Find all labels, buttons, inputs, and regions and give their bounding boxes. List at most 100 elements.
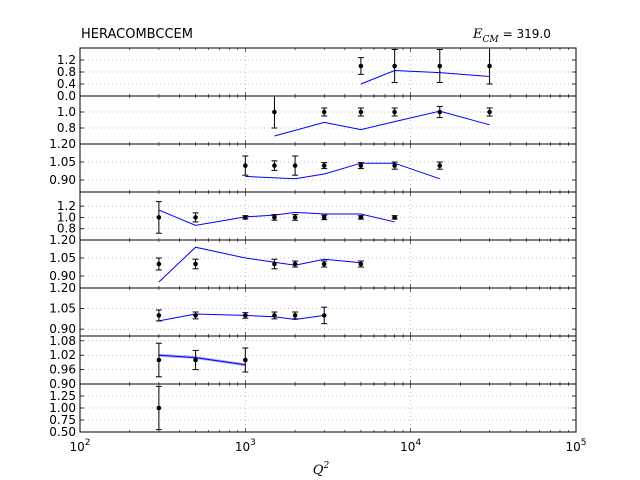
- data-point: [487, 63, 492, 69]
- y-tick-label: 0.90: [49, 377, 76, 391]
- panel-data: [155, 201, 398, 234]
- x-axis-label: Q2: [313, 461, 330, 478]
- theory-line: [245, 162, 440, 180]
- y-tick-label: 1.0: [57, 105, 76, 119]
- data-point: [321, 109, 327, 115]
- panel-4: 0.81.01.2: [57, 191, 577, 241]
- panel-frame: [79, 143, 577, 193]
- panel-frame: [79, 287, 577, 337]
- data-point: [321, 215, 327, 220]
- data-point: [292, 215, 298, 220]
- data-point: [243, 163, 248, 168]
- y-tick-label: 1.2: [57, 199, 76, 213]
- data-point: [392, 163, 397, 168]
- data-point: [156, 357, 162, 363]
- y-tick-label: 0.75: [49, 413, 76, 427]
- data-point: [392, 215, 397, 220]
- data-point: [156, 261, 162, 267]
- y-tick-label: 0.4: [57, 77, 76, 91]
- y-tick-label: 0.8: [57, 65, 76, 79]
- y-tick-label: 1.05: [49, 251, 76, 265]
- y-tick-label: 1.05: [49, 302, 76, 316]
- y-tick-label: 1.02: [49, 348, 76, 362]
- panel-data: [155, 342, 249, 378]
- panel-3: 0.90 1.05 1.20: [49, 137, 577, 193]
- x-tick-label: 104: [400, 438, 421, 454]
- y-tick-label: 0.50: [49, 425, 76, 439]
- theory-line: [274, 110, 490, 137]
- panel-frame: [79, 239, 577, 289]
- data-point: [358, 63, 364, 69]
- data-point: [193, 261, 198, 267]
- data-point: [272, 163, 277, 168]
- panel-data: [242, 155, 443, 180]
- data-point: [292, 163, 298, 168]
- y-tick-label: 1.0: [57, 210, 76, 224]
- y-tick-label: 0.8: [57, 222, 76, 236]
- y-tick-label: 0.96: [49, 363, 76, 377]
- data-point: [156, 405, 162, 411]
- panel-6: 0.90 1.05 1.20: [49, 281, 577, 337]
- data-point: [193, 215, 198, 220]
- x-tick-base: 10: [69, 440, 84, 454]
- x-tick-label: 102: [69, 438, 90, 454]
- x-tick-exponent: 2: [85, 438, 91, 448]
- data-point: [437, 109, 443, 115]
- panel-frame: [79, 95, 577, 145]
- y-tick-label: 0.8: [57, 121, 76, 135]
- data-point: [193, 357, 198, 363]
- panel-frame: [79, 335, 577, 385]
- panel-2: 0.81.0: [57, 95, 577, 145]
- x-tick-base: 10: [400, 440, 415, 454]
- data-point: [321, 313, 327, 318]
- y-tick-label: 0.90: [49, 322, 76, 336]
- x-tick-exponent: 4: [415, 438, 421, 448]
- data-point: [243, 357, 248, 363]
- data-point: [321, 163, 327, 168]
- panel-1: 0.00.40.81.2: [57, 47, 577, 103]
- chart-title: HERACOMBCCEM: [81, 27, 193, 42]
- theory-line: [158, 209, 395, 226]
- panel-data: [155, 385, 162, 431]
- data-point: [272, 215, 277, 220]
- data-point: [487, 109, 492, 115]
- data-point: [292, 261, 298, 267]
- x-tick-exponent: 3: [250, 438, 256, 448]
- panel-8: 0.500.751.001.25: [49, 383, 577, 439]
- panel-frame: [79, 191, 577, 241]
- panel-data: [155, 306, 328, 325]
- data-point: [292, 313, 298, 318]
- data-point: [321, 261, 327, 267]
- data-point: [272, 109, 277, 115]
- x-tick-exponent: 5: [581, 438, 587, 448]
- y-tick-label: 0.90: [49, 173, 76, 187]
- x-tick-label: 105: [565, 438, 586, 454]
- y-tick-label: 1.08: [49, 334, 76, 348]
- data-point: [243, 215, 248, 220]
- theory-line: [158, 246, 361, 283]
- panel-frame: [79, 383, 577, 433]
- y-tick-label: 1.2: [57, 53, 76, 67]
- data-point: [358, 261, 364, 267]
- data-point: [392, 109, 397, 115]
- data-point: [243, 313, 248, 318]
- panel-data: [357, 48, 493, 85]
- y-tick-label: 1.20: [49, 233, 76, 247]
- panel-data: [155, 246, 364, 283]
- theory-line: [158, 313, 325, 322]
- data-point: [272, 261, 277, 267]
- y-tick-label: 0.90: [49, 269, 76, 283]
- theory-line: [360, 69, 490, 85]
- data-point: [358, 109, 364, 115]
- data-point: [358, 215, 364, 220]
- y-tick-label: 1.20: [49, 137, 76, 151]
- data-point: [437, 63, 443, 69]
- x-tick-label: 103: [235, 438, 256, 454]
- data-point: [358, 163, 364, 168]
- x-tick-base: 10: [235, 440, 250, 454]
- y-tick-label: 1.20: [49, 281, 76, 295]
- data-point: [156, 313, 162, 318]
- data-point: [272, 313, 277, 318]
- data-point: [156, 215, 162, 220]
